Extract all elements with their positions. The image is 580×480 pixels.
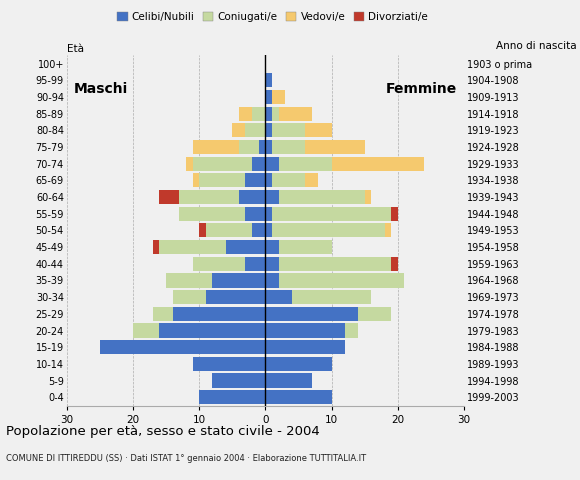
Bar — [272, 107, 278, 120]
Bar — [232, 123, 245, 137]
Bar — [226, 240, 266, 254]
Bar — [345, 324, 358, 337]
Bar — [358, 307, 391, 321]
Bar — [186, 156, 193, 171]
Bar — [179, 206, 245, 221]
Bar — [252, 156, 266, 171]
Bar — [266, 357, 332, 371]
Bar — [153, 240, 160, 254]
Bar — [212, 274, 266, 288]
Bar — [266, 73, 272, 87]
Bar — [199, 173, 245, 187]
Bar — [239, 107, 252, 120]
Bar — [100, 340, 266, 354]
Bar — [266, 123, 272, 137]
Bar — [266, 223, 272, 238]
Bar — [266, 190, 278, 204]
Bar — [272, 140, 305, 154]
Bar — [266, 173, 272, 187]
Text: Popolazione per età, sesso e stato civile - 2004: Popolazione per età, sesso e stato civil… — [6, 425, 320, 438]
Bar — [160, 190, 179, 204]
Bar — [266, 206, 272, 221]
Bar — [266, 257, 278, 271]
Bar — [266, 373, 311, 388]
Bar — [266, 307, 358, 321]
Bar — [365, 190, 371, 204]
Text: Femmine: Femmine — [386, 82, 458, 96]
Bar — [266, 290, 292, 304]
Bar — [266, 140, 272, 154]
Bar — [166, 274, 212, 288]
Bar — [153, 307, 173, 321]
Bar — [212, 373, 266, 388]
Bar — [245, 123, 266, 137]
Bar — [266, 240, 278, 254]
Bar — [179, 190, 239, 204]
Bar — [272, 123, 305, 137]
Bar — [199, 223, 206, 238]
Bar — [252, 107, 266, 120]
Bar — [266, 390, 332, 404]
Bar — [391, 257, 398, 271]
Bar — [173, 290, 206, 304]
Bar — [199, 390, 266, 404]
Bar — [193, 173, 199, 187]
Bar — [272, 223, 385, 238]
Text: Anno di nascita: Anno di nascita — [496, 41, 577, 51]
Legend: Celibi/Nubili, Coniugati/e, Vedovi/e, Divorziati/e: Celibi/Nubili, Coniugati/e, Vedovi/e, Di… — [113, 8, 432, 26]
Bar — [193, 257, 245, 271]
Bar — [292, 290, 371, 304]
Bar — [160, 324, 266, 337]
Bar — [266, 90, 272, 104]
Bar — [272, 206, 391, 221]
Bar — [245, 257, 266, 271]
Bar — [239, 140, 259, 154]
Bar — [278, 257, 391, 271]
Bar — [266, 340, 345, 354]
Bar — [278, 274, 404, 288]
Bar — [266, 156, 278, 171]
Bar — [206, 290, 266, 304]
Bar — [272, 173, 305, 187]
Bar — [385, 223, 391, 238]
Text: Età: Età — [67, 44, 84, 54]
Bar — [305, 173, 318, 187]
Bar — [173, 307, 266, 321]
Bar — [193, 357, 266, 371]
Text: COMUNE DI ITTIREDDU (SS) · Dati ISTAT 1° gennaio 2004 · Elaborazione TUTTITALIA.: COMUNE DI ITTIREDDU (SS) · Dati ISTAT 1°… — [6, 454, 366, 463]
Bar — [266, 324, 345, 337]
Bar — [278, 107, 311, 120]
Bar — [278, 240, 332, 254]
Bar — [305, 140, 365, 154]
Bar — [133, 324, 160, 337]
Bar — [266, 107, 272, 120]
Bar — [278, 156, 332, 171]
Bar — [245, 206, 266, 221]
Bar — [266, 274, 278, 288]
Text: Maschi: Maschi — [73, 82, 128, 96]
Bar — [193, 140, 239, 154]
Bar — [391, 206, 398, 221]
Bar — [278, 190, 365, 204]
Bar — [239, 190, 266, 204]
Bar — [206, 223, 252, 238]
Bar — [252, 223, 266, 238]
Bar — [245, 173, 266, 187]
Bar — [272, 90, 285, 104]
Bar — [259, 140, 266, 154]
Bar — [332, 156, 425, 171]
Bar — [193, 156, 252, 171]
Bar — [305, 123, 332, 137]
Bar — [160, 240, 226, 254]
